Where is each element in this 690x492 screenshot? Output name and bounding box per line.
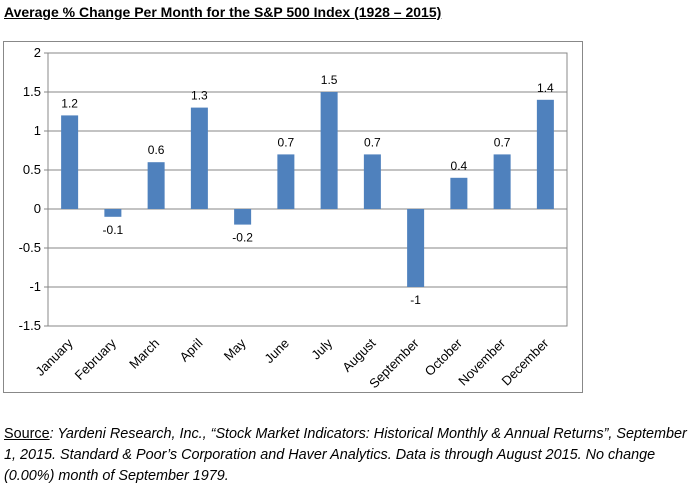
x-tick-label: January <box>32 335 76 379</box>
bars <box>61 92 554 287</box>
y-tick-label: 1 <box>34 123 41 138</box>
y-tick-label: 1.5 <box>23 84 41 99</box>
bar <box>536 99 554 209</box>
x-tick-label: May <box>221 335 249 363</box>
data-label: 0.7 <box>364 135 381 149</box>
y-tick-label: 2 <box>34 45 41 60</box>
x-tick-label: June <box>261 336 292 367</box>
source-label: Source <box>4 426 50 442</box>
y-tick-label: -1.5 <box>19 318 41 333</box>
x-tick-label: April <box>176 335 205 364</box>
bar <box>450 177 468 209</box>
x-tick-label: October <box>422 335 466 379</box>
data-label: 1.3 <box>191 89 208 103</box>
y-tick-label: 0 <box>34 201 41 216</box>
data-label: 0.7 <box>494 135 511 149</box>
y-tick-label: -1 <box>29 279 41 294</box>
bar <box>61 115 79 209</box>
data-label: -1 <box>410 293 421 307</box>
data-label: 0.4 <box>451 159 468 173</box>
y-axis: 2 1.5 1 0.5 0 -0.5 -1 -1.5 <box>19 45 48 333</box>
data-label: 1.4 <box>537 81 554 95</box>
source-text: : Yardeni Research, Inc., “Stock Market … <box>4 426 687 484</box>
data-label: 0.7 <box>278 135 295 149</box>
data-label: 1.2 <box>61 96 78 110</box>
data-label: 1.5 <box>321 73 338 87</box>
x-tick-label: July <box>308 335 335 362</box>
source-note: Source: Yardeni Research, Inc., “Stock M… <box>4 424 688 487</box>
bar <box>277 154 295 209</box>
data-label: -0.1 <box>103 223 124 237</box>
bar <box>407 209 425 287</box>
x-tick-label: December <box>498 335 551 388</box>
data-labels: 1.2 -0.1 0.6 1.3 -0.2 0.7 1.5 0.7 -1 0.4 0.7 1.4 <box>61 73 554 307</box>
data-label: 0.6 <box>148 143 165 157</box>
bar <box>234 209 252 225</box>
x-tick-label: February <box>72 335 120 383</box>
x-tick-label: March <box>126 336 162 372</box>
bar <box>493 154 511 209</box>
bar <box>190 107 208 209</box>
gridlines <box>47 52 568 327</box>
x-tick-label: August <box>339 335 378 374</box>
bar <box>147 162 165 209</box>
bar <box>320 92 338 209</box>
plot-border <box>47 52 568 327</box>
chart-title: Average % Change Per Month for the S&P 5… <box>4 4 442 20</box>
y-tick-label: 0.5 <box>23 162 41 177</box>
bar <box>104 209 122 217</box>
data-label: -0.2 <box>232 231 253 245</box>
bar-chart: 2 1.5 1 0.5 0 -0.5 -1 -1.5 1.2 -0.1 0.6 1.3 -0.2 0.7… <box>19 45 568 391</box>
bar <box>363 154 381 209</box>
chart-area <box>3 41 583 393</box>
y-tick-label: -0.5 <box>19 240 41 255</box>
